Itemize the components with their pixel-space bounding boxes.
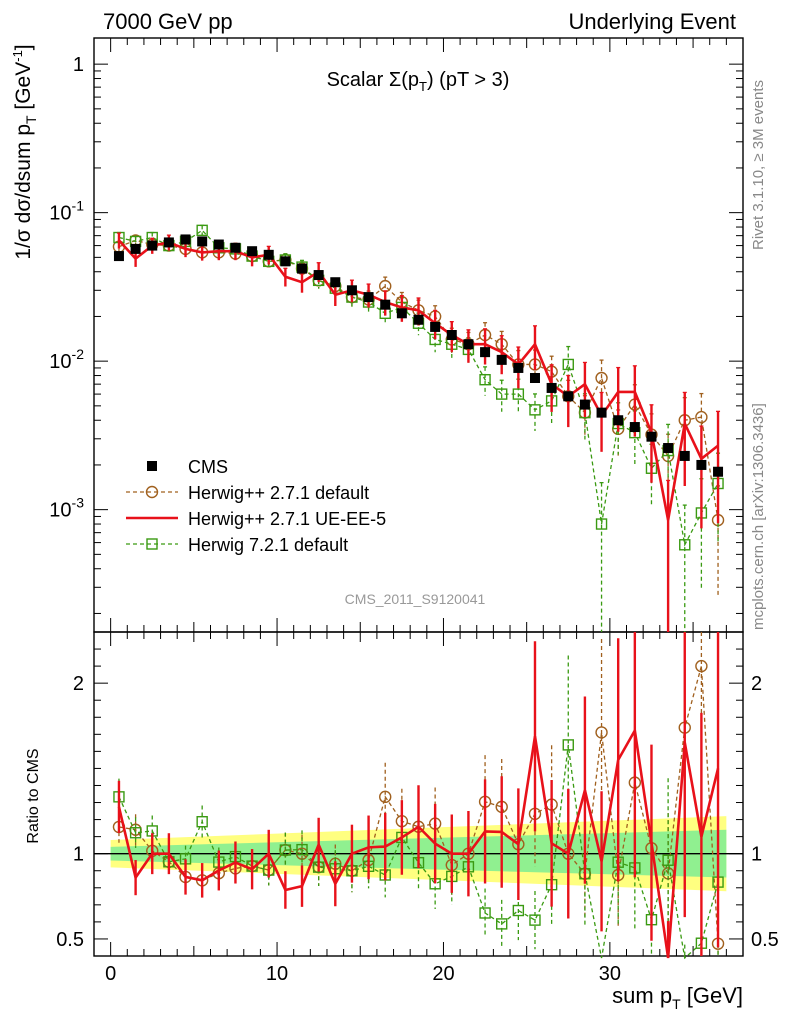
data-point — [247, 246, 258, 257]
rivet-version-label: Rivet 3.1.10, ≥ 3M events — [750, 80, 767, 250]
data-point — [595, 371, 608, 385]
data-point — [147, 240, 158, 251]
data-point — [446, 330, 457, 340]
legend-marker — [147, 461, 157, 471]
x-tick-label: 0 — [105, 963, 116, 985]
data-point — [646, 431, 657, 442]
data-point — [695, 410, 708, 424]
legend-marker — [145, 485, 159, 499]
ratio-series-line — [117, 726, 720, 959]
data-point — [113, 251, 124, 262]
data-point — [180, 234, 191, 245]
series-0-main — [113, 234, 724, 477]
ratio-panel-frame — [93, 631, 744, 957]
x-tick-label: 30 — [599, 963, 621, 985]
series-line — [118, 239, 719, 521]
data-point — [130, 243, 141, 254]
data-point — [562, 358, 574, 371]
main-title: Scalar Σ(pT) (pT > 3) — [327, 69, 510, 94]
ratio-point — [196, 816, 208, 828]
ratio-point — [479, 907, 491, 919]
data-point — [346, 285, 357, 296]
main-series-layer — [112, 224, 725, 632]
legend: CMS Herwig++ 2.7.1 default Herwig++ 2.7.1 … — [126, 457, 386, 555]
header-right: Underlying Event — [568, 9, 736, 34]
data-point — [163, 237, 174, 248]
ratio-point — [512, 904, 525, 917]
ratio-series-layer — [112, 632, 725, 960]
mcplots-label: mcplots.cern.ch [arXiv:1306.3436] — [750, 403, 767, 630]
data-point — [679, 450, 690, 461]
data-point — [663, 443, 674, 454]
main-y-tick-label: 10-3 — [49, 495, 84, 522]
data-point — [330, 277, 341, 288]
main-y-axis-label: 1/σ dσ/dsum pT [GeV-1] — [10, 44, 39, 259]
series-2-ratio — [117, 632, 720, 959]
ratio-point — [496, 918, 508, 930]
legend-label: Herwig++ 2.7.1 UE-EE-5 — [188, 509, 386, 529]
data-point — [396, 308, 407, 319]
data-point — [430, 321, 441, 332]
data-point — [197, 236, 208, 247]
data-point — [363, 292, 374, 303]
data-point — [629, 422, 640, 433]
data-point — [230, 242, 241, 253]
main-axis-ticks: 10-3 10-2 10-1 1 — [49, 38, 743, 632]
ratio-y-tick-label: 0.5 — [56, 929, 84, 951]
ratio-point — [279, 844, 292, 856]
ratio-y-axis-label: Ratio to CMS — [25, 748, 42, 843]
ratio-y-tick-label-right: 2 — [751, 673, 762, 695]
series-line — [118, 239, 719, 521]
data-point — [213, 239, 224, 250]
data-point — [196, 224, 208, 237]
ratio-point — [296, 843, 308, 856]
main-y-tick-label: 10-1 — [49, 198, 84, 225]
ratio-point — [379, 790, 392, 804]
header-left: 7000 GeV pp — [103, 9, 233, 34]
data-point — [496, 354, 507, 365]
data-point — [380, 299, 391, 310]
data-point — [613, 415, 624, 426]
data-point — [546, 382, 557, 393]
ratio-y-tick-label-right: 1 — [751, 844, 762, 866]
data-point — [480, 347, 491, 358]
data-point — [529, 404, 541, 416]
data-point — [679, 539, 691, 551]
ratio-y-tick-label: 1 — [73, 844, 84, 866]
x-axis-label: sum pT [GeV] — [612, 983, 743, 1012]
main-y-tick-label: 1 — [73, 54, 84, 76]
ratio-point — [529, 914, 541, 926]
data-point — [595, 518, 608, 530]
data-point — [297, 263, 308, 274]
legend-marker — [146, 538, 158, 550]
x-tick-label: 20 — [432, 963, 454, 985]
data-point — [263, 249, 274, 260]
data-point — [313, 270, 324, 281]
data-point — [596, 407, 607, 418]
legend-label: Herwig++ 2.7.1 default — [188, 483, 369, 503]
data-point — [529, 373, 540, 384]
legend-label: CMS — [188, 457, 228, 477]
ratio-y-tick-label: 2 — [73, 673, 84, 695]
data-point — [479, 374, 491, 386]
analysis-watermark: CMS_2011_S9120041 — [345, 591, 486, 607]
ratio-point — [662, 854, 674, 866]
x-tick-label: 10 — [266, 963, 288, 985]
data-point — [413, 314, 424, 325]
data-point — [713, 466, 724, 477]
data-point — [463, 339, 474, 350]
ratio-axis-ticks: 0.5 0.51 12 20 10 20 30 — [56, 631, 779, 985]
data-point — [280, 256, 291, 267]
legend-label: Herwig 7.2.1 default — [188, 535, 348, 555]
main-y-tick-label: 10-2 — [49, 346, 84, 373]
data-point — [513, 362, 524, 373]
data-point — [579, 399, 590, 410]
data-point — [696, 459, 707, 470]
data-point — [563, 391, 574, 402]
ratio-y-tick-label-right: 0.5 — [751, 929, 779, 951]
